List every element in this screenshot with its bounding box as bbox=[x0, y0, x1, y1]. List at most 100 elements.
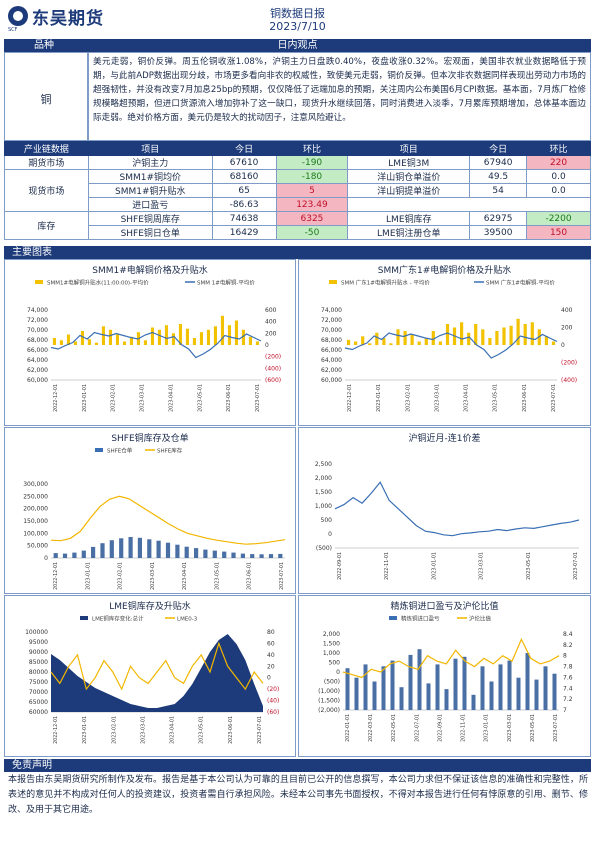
table-header: 环比 bbox=[526, 141, 591, 156]
legend-label: LME铜库存变化:总计 bbox=[92, 615, 144, 623]
bar-mark bbox=[543, 666, 548, 710]
disclaimer-text: 本报告由东吴期货研究所制作及发布。报告是基于本公司认为可靠的且目前已公开的信息撰… bbox=[8, 775, 588, 815]
x-tick-label: 2023-07-01 bbox=[551, 384, 557, 412]
line-series bbox=[334, 481, 580, 537]
bar-mark bbox=[417, 341, 421, 345]
legend-label: SMM 1#电解铜-平均价 bbox=[197, 279, 255, 287]
x-tick-label: 2023-02-01 bbox=[111, 716, 117, 744]
view-text: 美元走弱，铜价反弹。周五伦铜收涨1.08%，沪铜主力日盘跌0.40%，夜盘收涨0… bbox=[93, 57, 586, 123]
y-tick-label: 60,000 bbox=[321, 377, 342, 384]
y-tick-label: 70,000 bbox=[321, 327, 342, 334]
y2-tick-label: 0 bbox=[561, 342, 565, 349]
x-tick-label: 2023-06-01 bbox=[228, 716, 234, 744]
table-cell-change: 123.49 bbox=[275, 197, 349, 212]
table-cell: LME铜库存 bbox=[347, 211, 471, 226]
x-tick-label: 2023-03-01 bbox=[434, 384, 440, 412]
y-tick-label: 66,000 bbox=[321, 347, 342, 354]
bar-mark bbox=[52, 338, 56, 345]
y2-tick-label: 8 bbox=[563, 653, 567, 660]
x-tick-label: 2023-05-01 bbox=[493, 384, 499, 412]
chart-title: SHFE铜库存及仓单 bbox=[111, 434, 189, 444]
bar-mark bbox=[184, 546, 189, 558]
table-cell-change: 0.0 bbox=[526, 169, 591, 184]
bar-mark bbox=[431, 331, 435, 345]
bar-mark bbox=[372, 681, 377, 710]
x-tick-label: 2023-04-01 bbox=[464, 384, 470, 412]
y-tick-label: 95000 bbox=[29, 639, 48, 646]
bar-mark bbox=[157, 329, 161, 345]
bar-mark bbox=[471, 694, 476, 710]
legend-label: 精炼铜进口盈亏 bbox=[401, 615, 440, 623]
y-tick-label: 72,000 bbox=[27, 317, 48, 324]
x-tick-label: 2023-01-01 bbox=[431, 552, 437, 580]
table-row: SHFE铜日仓单 16429 -50 LME铜注册仓单 39500 150 bbox=[5, 225, 591, 240]
y2-tick-label: (200) bbox=[561, 360, 577, 367]
bar-mark bbox=[480, 666, 485, 710]
bar-mark bbox=[62, 553, 68, 558]
bar-mark bbox=[408, 654, 413, 710]
bar-mark bbox=[213, 326, 217, 345]
bar-mark bbox=[488, 338, 492, 345]
y2-tick-label: 40 bbox=[267, 652, 275, 659]
x-tick-label: 2022-12-01 bbox=[53, 384, 59, 412]
legend-label: SMM 广东1#电解铜-平均价 bbox=[486, 279, 555, 287]
table-cell: 洋山铜提单溢价 bbox=[347, 183, 471, 198]
bar-mark bbox=[495, 331, 499, 345]
bar-mark bbox=[53, 553, 58, 558]
chart-panel-5: LME铜库存及升贴水 LME铜库存变化:总计 LME0-3 100000 95000 9… bbox=[4, 595, 296, 757]
y-tick-label: 65000 bbox=[29, 699, 48, 706]
bar-mark bbox=[345, 668, 350, 710]
bar-mark bbox=[59, 340, 63, 345]
bar-mark bbox=[268, 554, 274, 558]
x-tick-label: 2023-07-01 bbox=[279, 562, 285, 590]
table-cell: 65 bbox=[211, 183, 277, 198]
bar-mark bbox=[115, 334, 119, 345]
bar-mark bbox=[80, 331, 84, 345]
chart-panel-3: SHFE铜库存及仓单 SHFE仓单 SHFE库存 300,000 250,000 200… bbox=[4, 427, 296, 594]
bar-mark bbox=[396, 329, 400, 346]
table-header: 产业链数据 bbox=[4, 141, 89, 156]
y-tick-label: 72,000 bbox=[321, 317, 342, 324]
y-tick-label: 66,000 bbox=[27, 347, 48, 354]
y-tick-label: 50,000 bbox=[27, 543, 48, 550]
table-cell-change: 150 bbox=[526, 225, 591, 240]
y2-tick-label: 60 bbox=[267, 640, 275, 647]
y-tick-label: 64,000 bbox=[321, 357, 342, 364]
chart-panel-2: SMM广东1#电解铜价格及升贴水 SMM 广东1#电解铜升贴水 - 平均价 SMM… bbox=[298, 259, 591, 426]
bar-mark bbox=[175, 544, 180, 558]
y-tick-label: 2,500 bbox=[315, 461, 332, 468]
x-tick-label: 2022-12-01 bbox=[53, 716, 59, 744]
bar-mark bbox=[192, 338, 196, 345]
y-tick-label: 0 bbox=[44, 555, 48, 562]
y2-tick-label: 600 bbox=[265, 307, 277, 314]
bar-mark bbox=[248, 336, 252, 345]
table-cell: 68160 bbox=[211, 169, 277, 184]
bar-mark bbox=[551, 341, 556, 345]
bar-mark bbox=[72, 552, 77, 558]
legend-label: SHFE仓单 bbox=[107, 447, 133, 455]
bar-mark bbox=[240, 553, 245, 558]
report-header: 东吴期货 SCF 铜数据日报 2023/7/10 bbox=[0, 0, 595, 38]
y2-tick-label: (20) bbox=[267, 686, 279, 693]
bar-mark bbox=[498, 664, 503, 710]
legend-label: 沪伦比值 bbox=[469, 615, 492, 623]
line-series bbox=[50, 331, 262, 359]
bar-mark bbox=[460, 322, 464, 346]
y-tick-label: 200,000 bbox=[23, 506, 48, 513]
table-cell: 39500 bbox=[469, 225, 528, 240]
table-cell: SHFE铜日仓单 bbox=[87, 225, 213, 240]
bar-mark bbox=[199, 332, 203, 345]
table-cell-change: 5 bbox=[275, 183, 349, 198]
company-logo: 东吴期货 SCF bbox=[8, 6, 128, 36]
bar-mark bbox=[87, 339, 91, 345]
table-row: SMM1#铜升贴水 65 5 洋山铜提单溢价 54 0.0 bbox=[5, 183, 591, 198]
bar-mark bbox=[255, 341, 259, 345]
x-tick-label: 2023-02-01 bbox=[405, 384, 411, 412]
bar-mark bbox=[552, 673, 557, 710]
y-tick-label: 85000 bbox=[29, 659, 48, 666]
bar-mark bbox=[509, 325, 513, 346]
x-tick-label: 2023-07-01 bbox=[257, 716, 263, 744]
bar-mark bbox=[467, 332, 471, 346]
bar-mark bbox=[241, 329, 245, 345]
bar-mark bbox=[438, 341, 442, 345]
